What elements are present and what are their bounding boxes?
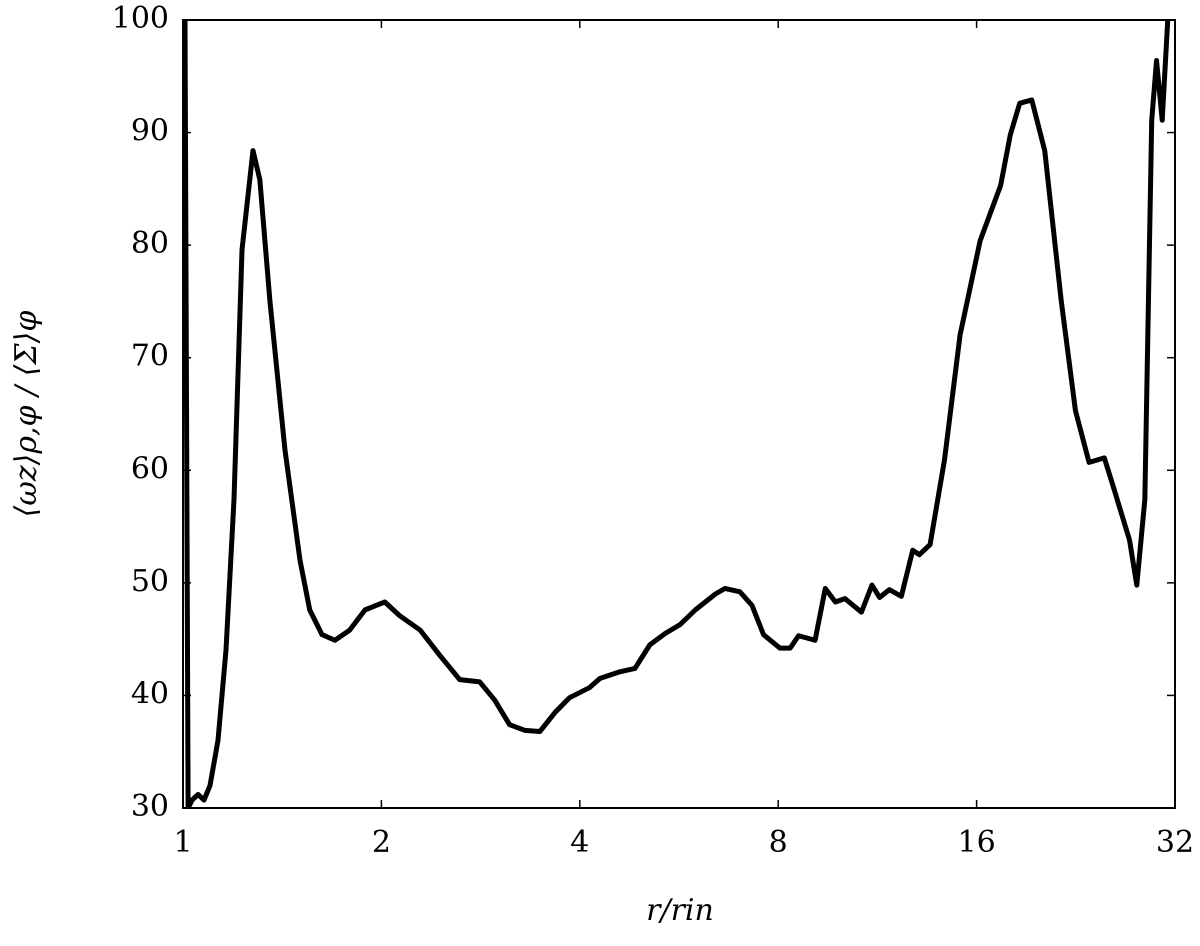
x-tick-label: 4 (570, 825, 589, 860)
y-axis-label: ⟨ωz⟩ρ,φ / ⟨Σ⟩φ (9, 311, 44, 518)
x-axis-label: r/rin (646, 893, 714, 928)
y-tick-label: 30 (131, 789, 169, 824)
y-tick-label: 50 (131, 564, 169, 599)
x-tick-label: 2 (372, 825, 391, 860)
y-tick-label: 40 (131, 676, 169, 711)
data-line (183, 20, 1171, 808)
x-tick-label: 32 (1156, 825, 1194, 860)
y-tick-label: 80 (131, 226, 169, 261)
y-tick-label: 60 (131, 451, 169, 486)
y-tick-label: 70 (131, 339, 169, 374)
x-tick-label: 16 (958, 825, 996, 860)
plot-frame (182, 19, 1176, 809)
y-tick-label: 100 (112, 1, 169, 36)
x-tick-label: 1 (173, 825, 192, 860)
y-tick-label: 90 (131, 114, 169, 149)
x-tick-label: 8 (769, 825, 788, 860)
